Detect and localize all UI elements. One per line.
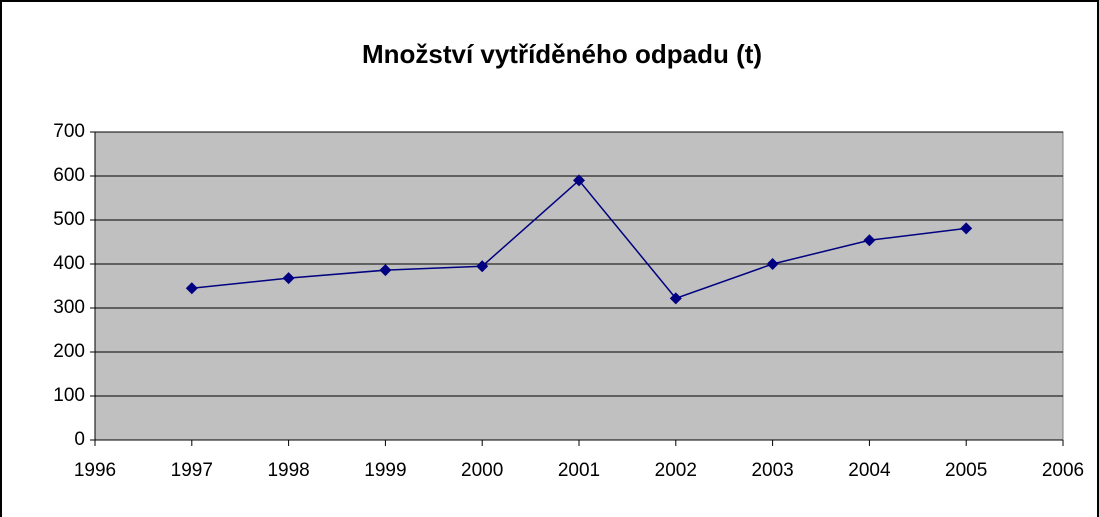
data-point	[282, 272, 295, 285]
x-tick-label: 1998	[267, 460, 309, 481]
y-tick-label: 300	[53, 297, 85, 318]
data-point	[476, 260, 489, 273]
y-tick-label: 200	[53, 341, 85, 362]
data-point	[379, 264, 392, 277]
y-tick-label: 0	[74, 429, 85, 450]
x-tick-label: 1999	[364, 460, 406, 481]
x-tick-label: 1997	[171, 460, 213, 481]
chart-title: Množství vytříděného odpadu (t)	[362, 39, 762, 69]
y-tick-label: 100	[53, 385, 85, 406]
x-tick-label: 2001	[558, 460, 600, 481]
x-tick-label: 2002	[655, 460, 697, 481]
x-tick-label: 2003	[751, 460, 793, 481]
data-point	[669, 292, 682, 305]
x-tick-label: 2000	[461, 460, 503, 481]
data-point	[766, 258, 779, 270]
y-tick-label: 500	[53, 209, 85, 230]
x-tick-label: 2006	[1042, 460, 1084, 481]
data-point	[863, 234, 876, 247]
y-tick-label: 600	[53, 165, 85, 186]
data-point	[185, 282, 198, 295]
y-tick-label: 700	[53, 121, 85, 142]
x-tick-label: 2004	[848, 460, 891, 481]
x-tick-label: 1996	[74, 460, 116, 481]
data-point	[573, 174, 585, 187]
x-tick-label: 2005	[945, 460, 987, 481]
y-tick-label: 400	[53, 253, 85, 274]
data-point	[960, 222, 973, 235]
